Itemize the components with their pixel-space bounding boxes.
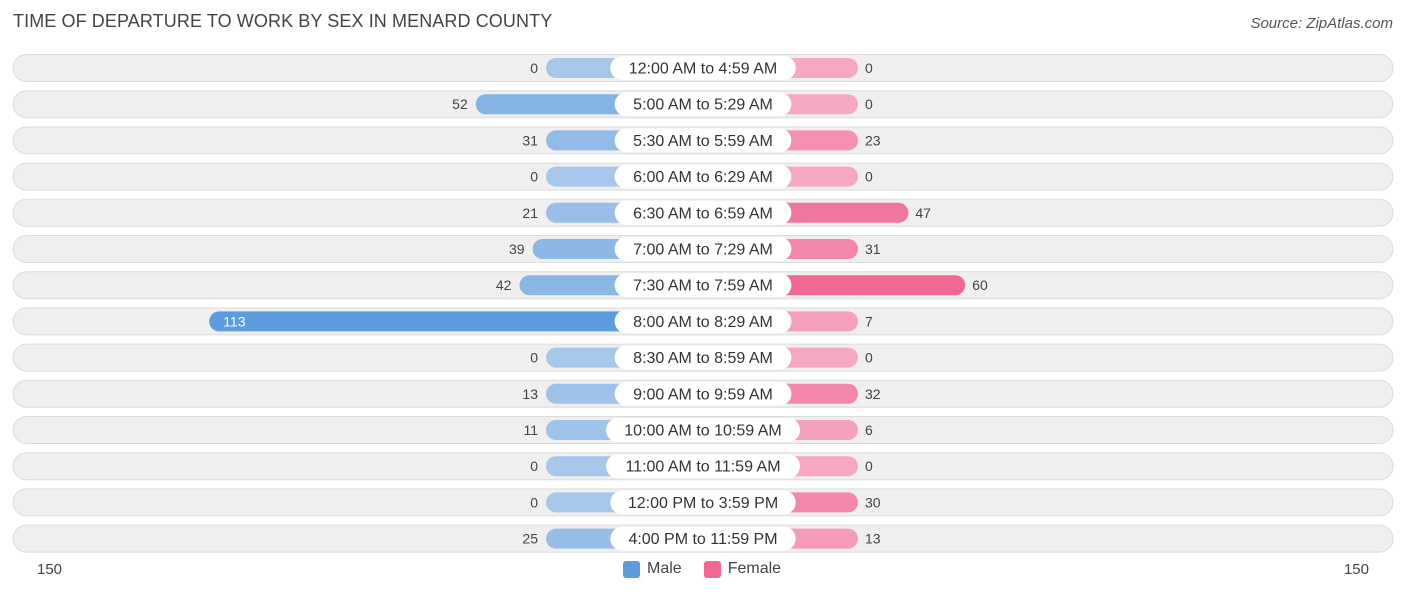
value-label-male: 31 [522,132,538,148]
legend-swatch-female [703,560,721,578]
category-label: 7:30 AM to 7:59 AM [633,278,773,295]
category-pill [614,128,792,153]
value-label-female: 60 [972,277,988,293]
category-label: 6:00 AM to 6:29 AM [633,169,773,186]
axis-label-left: 150 [37,561,63,578]
row-11: 11:00 AM to 11:59 AM 0 0 [12,452,1394,481]
row-4: 6:30 AM to 6:59 AM 21 47 [12,198,1394,227]
row-3: 6:00 AM to 6:29 AM 0 0 [12,162,1394,191]
value-label-female: 0 [865,60,873,76]
legend: Male Female [623,560,781,578]
bar-male [209,311,703,332]
category-pill [606,454,800,479]
row-10: 10:00 AM to 10:59 AM 11 6 [12,416,1394,444]
row-9: 9:00 AM to 9:59 AM 13 32 [12,379,1394,408]
value-label-female: 6 [865,422,873,438]
legend-item-female: Female [703,560,782,578]
category-label: 9:00 AM to 9:59 AM [633,386,773,403]
category-label: 5:30 AM to 5:59 AM [633,133,773,150]
category-label: 6:30 AM to 6:59 AM [633,205,773,222]
row-12: 12:00 PM to 3:59 PM 0 30 [12,488,1394,517]
value-label-female: 47 [915,205,931,221]
value-label-male: 0 [530,458,538,474]
category-pill [610,490,796,515]
value-label-female: 0 [865,458,873,474]
value-label-female: 23 [865,132,881,148]
category-label: 7:00 AM to 7:29 AM [633,242,773,259]
row-1: 5:00 AM to 5:29 AM 52 0 [12,90,1394,119]
value-label-female: 0 [865,96,873,112]
value-label-male: 42 [496,277,512,293]
legend-label-female: Female [727,560,782,577]
value-label-male: 21 [522,205,538,221]
value-label-female: 30 [865,494,881,510]
row-7: 8:00 AM to 8:29 AM 113 7 [12,307,1394,336]
chart-title: TIME OF DEPARTURE TO WORK BY SEX IN MENA… [13,11,553,31]
legend-swatch-male [623,560,640,578]
category-pill [606,418,800,442]
value-label-female: 0 [865,169,873,185]
category-label: 12:00 AM to 4:59 AM [629,61,778,78]
value-label-female: 31 [865,241,881,257]
category-pill [614,237,792,261]
value-label-female: 32 [865,386,881,402]
category-pill [614,92,792,117]
value-label-male: 25 [522,531,538,547]
category-pill [614,345,792,370]
legend-label-male: Male [647,560,682,577]
row-5: 7:00 AM to 7:29 AM 39 31 [12,235,1394,263]
category-pill [614,381,792,406]
category-pill [610,56,796,80]
row-0: 12:00 AM to 4:59 AM 0 0 [12,54,1394,82]
source-credit: Source: ZipAtlas.com [1250,15,1393,32]
category-label: 8:30 AM to 8:59 AM [633,350,773,367]
value-label-female: 13 [865,531,881,547]
category-label: 5:00 AM to 5:29 AM [633,97,773,114]
category-label: 8:00 AM to 8:29 AM [633,314,773,331]
value-label-male: 13 [522,386,538,402]
value-label-male: 0 [530,350,538,366]
row-2: 5:30 AM to 5:59 AM 31 23 [12,126,1394,155]
category-pill [614,200,792,225]
row-13: 4:00 PM to 11:59 PM 25 13 [12,524,1394,553]
value-label-male: 0 [530,494,538,510]
axis-label-right: 150 [1343,561,1369,578]
legend-item-male: Male [623,560,682,578]
value-label-female: 7 [865,313,873,329]
row-8: 8:30 AM to 8:59 AM 0 0 [12,343,1394,372]
category-pill [614,164,792,189]
value-label-male: 11 [523,422,538,438]
category-pill [610,526,796,551]
value-label-male: 52 [452,96,468,112]
category-pill [614,309,792,334]
category-label: 11:00 AM to 11:59 AM [625,459,780,476]
value-label-male: 113 [223,313,246,329]
category-pill [614,273,792,298]
category-label: 10:00 AM to 10:59 AM [624,423,781,440]
value-label-male: 39 [509,241,525,257]
value-label-female: 0 [865,350,873,366]
row-6: 7:30 AM to 7:59 AM 42 60 [12,271,1394,300]
value-label-male: 0 [530,60,538,76]
category-label: 4:00 PM to 11:59 PM [628,531,777,548]
category-label: 12:00 PM to 3:59 PM [628,495,778,512]
value-label-male: 0 [530,169,538,185]
